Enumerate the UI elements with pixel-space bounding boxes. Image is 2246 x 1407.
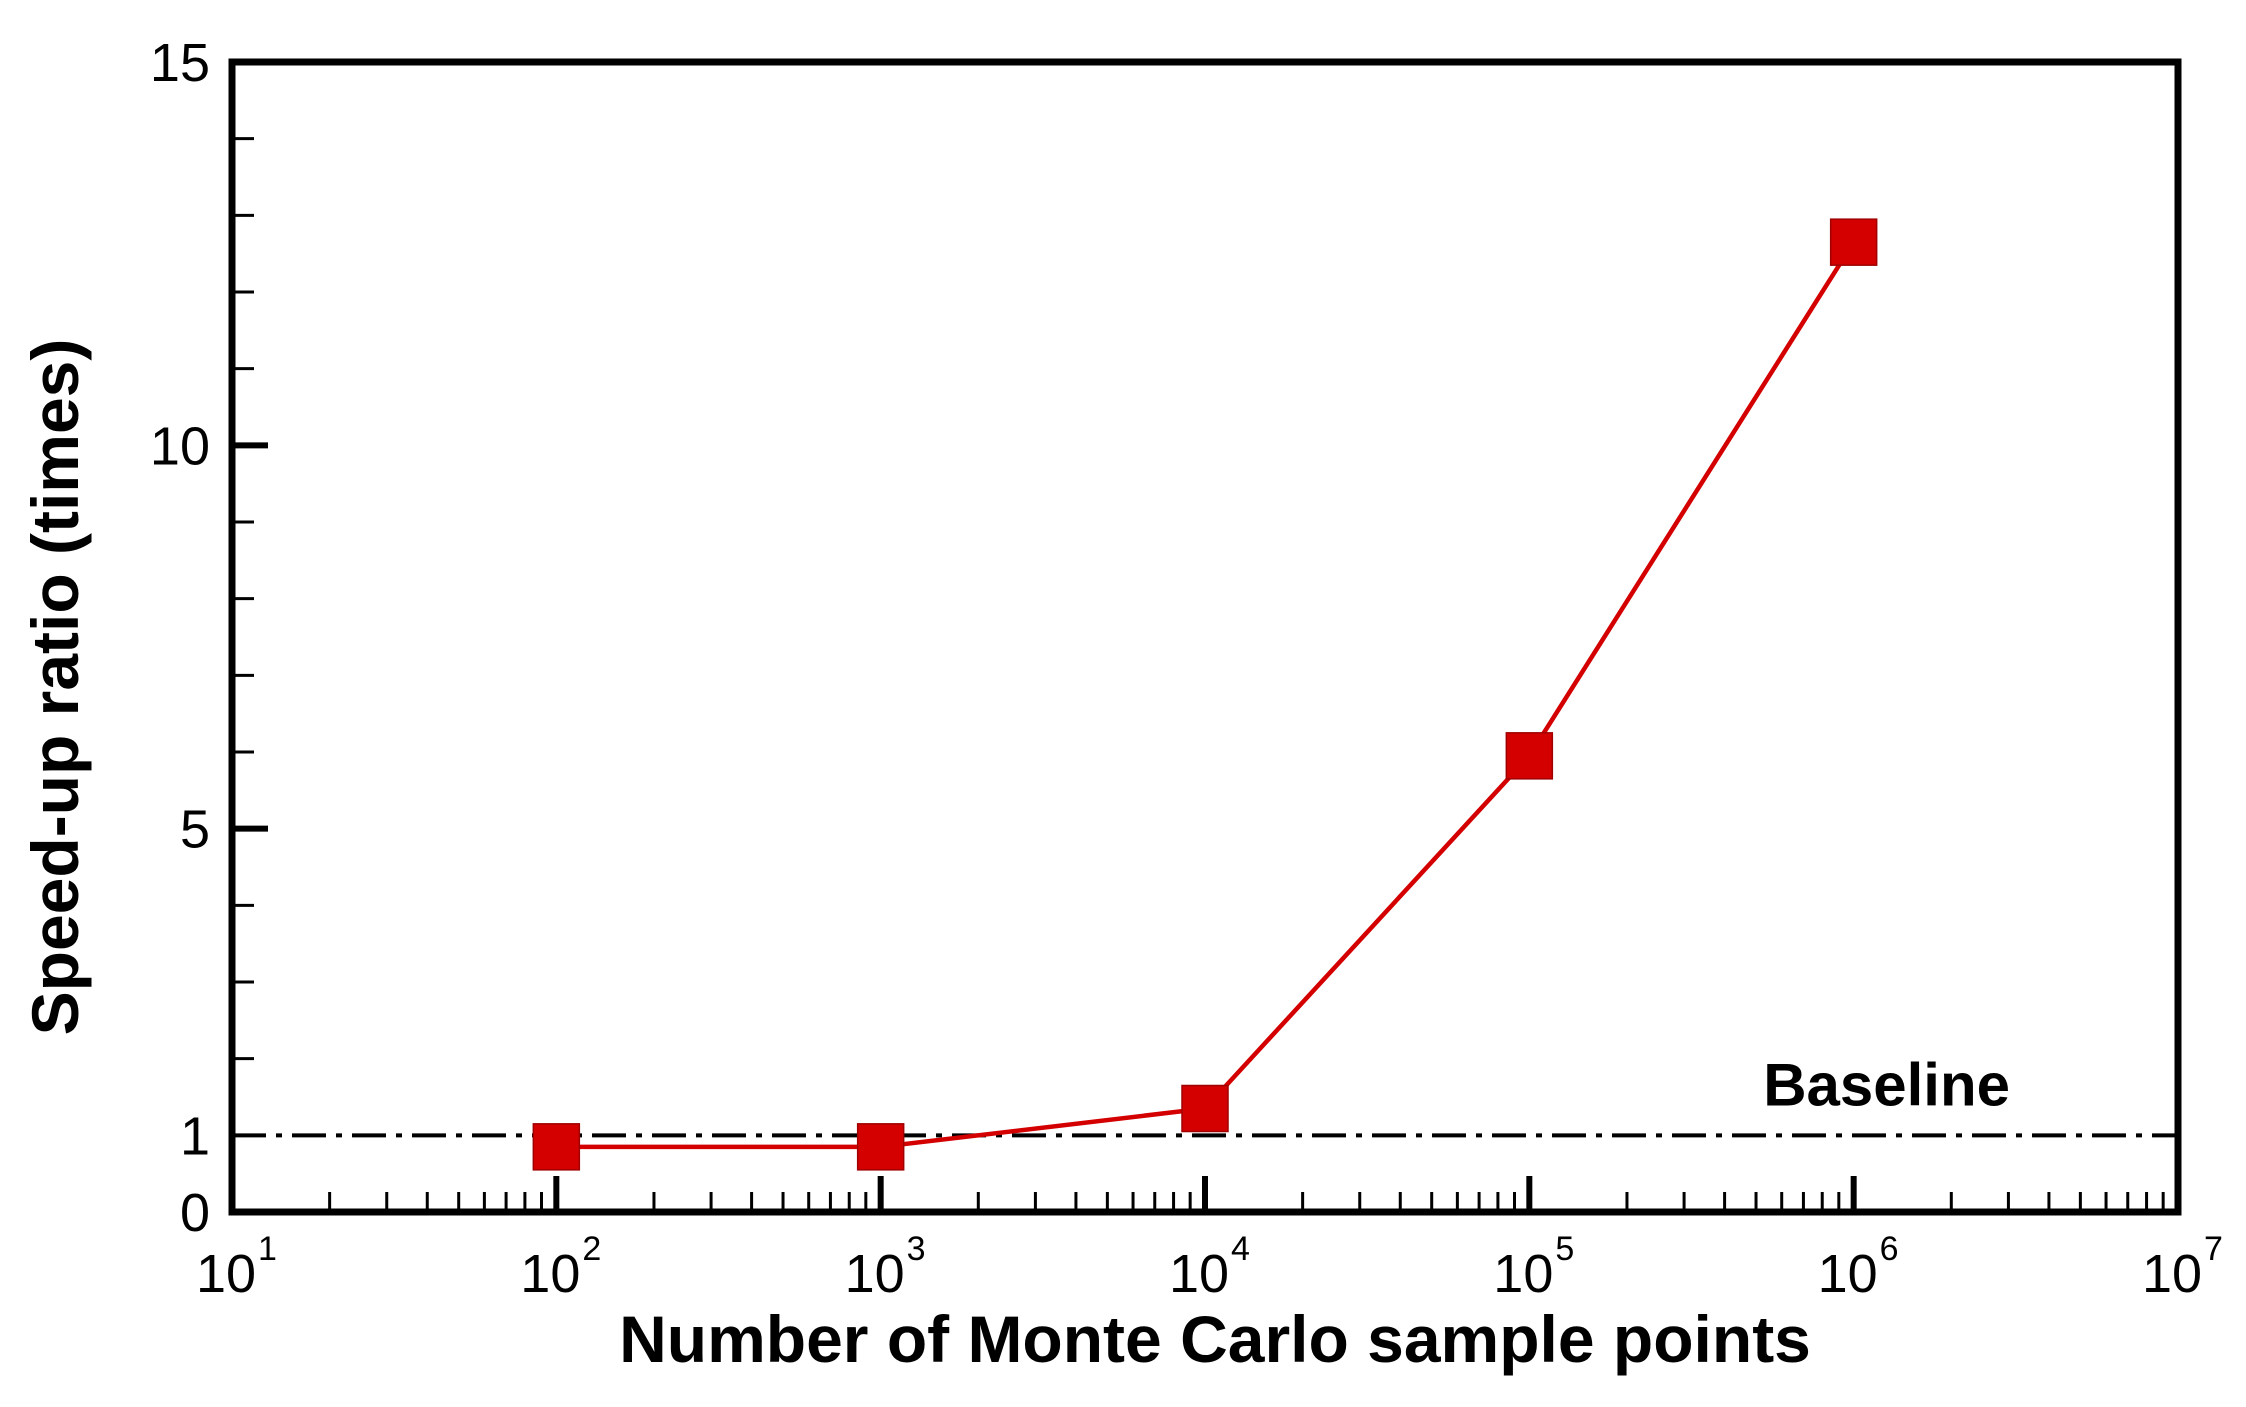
x-tick-label: 10 2 [520, 1230, 601, 1304]
x-tick-exponent: 7 [2204, 1230, 2223, 1268]
x-tick-exponent: 3 [907, 1230, 926, 1268]
baseline-label: Baseline [1763, 1051, 2010, 1118]
y-tick-label: 10 [150, 416, 210, 476]
x-tick-exponent: 6 [1880, 1230, 1899, 1268]
data-point-marker [856, 1123, 905, 1171]
data-point-marker [1181, 1084, 1229, 1133]
data-point-marker [532, 1123, 581, 1171]
x-axis-title: Number of Monte Carlo sample points [619, 1302, 1811, 1376]
x-tick-exponent: 4 [1231, 1230, 1250, 1268]
series-line [556, 240, 1856, 1150]
x-tick-label: 10 1 [196, 1230, 277, 1304]
x-tick-label: 10 3 [845, 1230, 926, 1304]
data-point-marker [1829, 218, 1878, 266]
x-tick-base: 10 [2142, 1244, 2202, 1304]
x-tick-label: 10 4 [1169, 1230, 1250, 1304]
y-tick-label: 0 [180, 1183, 210, 1243]
y-tick-label: 1 [180, 1106, 210, 1166]
y-tick-label: 5 [180, 800, 210, 860]
x-tick-base: 10 [1818, 1244, 1878, 1304]
x-tick-label: 10 5 [1493, 1230, 1574, 1304]
x-tick-exponent: 1 [258, 1230, 277, 1268]
x-tick-base: 10 [1493, 1244, 1553, 1304]
x-tick-base: 10 [845, 1244, 905, 1304]
x-tick-exponent: 2 [582, 1230, 601, 1268]
data-point-marker [1505, 732, 1554, 780]
y-axis-title: Speed-up ratio (times) [18, 339, 92, 1036]
x-tick-label: 10 7 [2142, 1230, 2223, 1304]
x-tick-base: 10 [520, 1244, 580, 1304]
x-tick-base: 10 [1169, 1244, 1229, 1304]
plot-frame [228, 58, 2182, 1216]
x-tick-label: 10 6 [1818, 1230, 1899, 1304]
series [532, 218, 1878, 1171]
y-tick-label: 15 [150, 33, 210, 93]
x-tick-base: 10 [196, 1244, 256, 1304]
x-tick-exponent: 5 [1555, 1230, 1574, 1268]
axes [228, 58, 2182, 1216]
